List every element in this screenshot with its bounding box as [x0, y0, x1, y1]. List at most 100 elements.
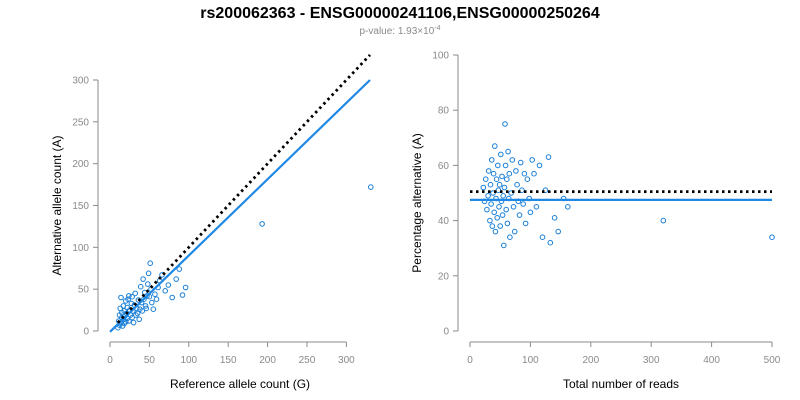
percentage-x-tick-label: 100: [522, 355, 539, 366]
percentage-data-point: [485, 193, 491, 199]
percentage-data-point: [769, 234, 775, 240]
percentage-data-point: [480, 184, 487, 191]
percentage-data-point: [521, 170, 528, 177]
p-value-text: p-value: 1.93×10: [359, 26, 434, 37]
allele-count-panel: Reference allele count (G) Alternative a…: [50, 53, 374, 391]
percentage-data-point: [497, 223, 504, 229]
percentage-x-tick-label: 300: [643, 355, 660, 366]
allele-count-data-point: [118, 294, 124, 301]
percentage-data-point: [511, 228, 518, 235]
percentage-data-point: [542, 187, 549, 193]
allele-count-ylabel: Alternative allele count (A): [50, 135, 64, 275]
percentage-data-point: [494, 215, 501, 221]
percentage-data-point: [492, 228, 499, 235]
percentage-data-point: [496, 181, 503, 188]
percentage-data-point: [545, 154, 552, 160]
percentage-data-point: [547, 239, 554, 246]
percentage-data-point: [527, 209, 534, 216]
percentage-data-point: [504, 220, 511, 227]
allele-count-xlabel: Reference allele count (G): [170, 377, 310, 391]
percentage-panel: Total number of reads Percentage alterna…: [410, 51, 781, 392]
percentage-data-point: [551, 215, 558, 221]
chart-title: rs200062363 - ENSG00000241106,ENSG000002…: [200, 5, 600, 22]
allele-count-data-point: [165, 282, 172, 288]
allele-count-x-tick-label: 150: [220, 355, 237, 366]
percentage-data-point: [533, 204, 540, 210]
percentage-data-point: [565, 204, 571, 210]
allele-count-data-point: [169, 294, 175, 301]
allele-count-x-tick-label: 0: [107, 355, 113, 366]
percentage-data-point: [498, 151, 504, 158]
percentage-data-point: [531, 170, 537, 177]
percentage-data-point: [513, 168, 519, 174]
percentage-data-point: [495, 187, 502, 193]
percentage-x-tick-label: 400: [703, 355, 720, 366]
allele-count-data-point: [132, 290, 138, 297]
percentage-x-tick-label: 500: [764, 355, 781, 366]
allele-count-data-point: [142, 303, 149, 309]
percentage-data-point: [539, 234, 546, 240]
allele-count-data-point: [134, 310, 141, 317]
allele-count-reference-line: [116, 53, 372, 324]
allele-count-data-point: [133, 312, 139, 318]
allele-count-y-tick-label: 150: [72, 201, 89, 212]
percentage-data-point: [514, 181, 520, 188]
allele-count-data-point: [140, 276, 146, 282]
percentage-data-point: [499, 173, 505, 180]
percentage-y-tick-label: 100: [432, 51, 449, 62]
percentage-y-tick-label: 0: [443, 327, 449, 338]
allele-count-fit-line: [109, 79, 371, 333]
percentage-y-tick-label: 20: [438, 271, 450, 282]
percentage-data-point: [501, 184, 508, 191]
allele-count-data-point: [126, 293, 132, 299]
p-value-subtitle: p-value: 1.93×10-4: [359, 25, 440, 37]
allele-count-data-point: [259, 221, 265, 227]
percentage-data-point: [506, 170, 513, 177]
percentage-data-point: [495, 162, 501, 169]
allele-count-data-point: [149, 299, 155, 306]
percentage-data-point: [492, 143, 498, 149]
percentage-data-point: [505, 148, 511, 155]
percentage-data-point: [504, 176, 510, 182]
allele-count-data-point: [136, 316, 142, 323]
p-value-exponent: -4: [434, 25, 440, 32]
percentage-data-point: [493, 176, 500, 182]
percentage-data-point: [517, 159, 524, 166]
percentage-data-point: [485, 168, 492, 174]
allele-count-data-point: [125, 296, 131, 303]
allele-count-data-point: [162, 288, 168, 294]
percentage-data-point: [487, 181, 494, 188]
allele-count-data-point: [137, 283, 144, 290]
allele-count-x-tick-label: 100: [180, 355, 197, 366]
allele-count-data-point: [150, 306, 157, 313]
allele-count-data-point: [129, 314, 135, 321]
percentage-data-point: [496, 204, 502, 210]
percentage-x-tick-label: 0: [467, 355, 473, 366]
percentage-data-point: [660, 217, 667, 224]
percentage-y-tick-label: 40: [438, 216, 450, 227]
allele-count-data-point: [147, 260, 153, 267]
allele-count-y-tick-label: 0: [83, 327, 89, 338]
allele-count-data-point: [121, 320, 127, 327]
percentage-data-point: [536, 162, 543, 169]
percentage-data-point: [510, 204, 517, 210]
percentage-data-point: [520, 201, 527, 207]
allele-count-data-point: [129, 293, 135, 300]
allele-count-y-tick-label: 100: [72, 243, 89, 254]
percentage-data-point: [488, 201, 494, 207]
allele-count-y-tick-label: 200: [72, 159, 89, 170]
percentage-x-tick-label: 200: [582, 355, 599, 366]
allele-count-data-point: [152, 291, 158, 298]
allele-count-data-point: [176, 266, 183, 272]
allele-count-data-point: [130, 319, 137, 326]
percentage-data-point: [522, 220, 529, 227]
allele-count-y-tick-label: 50: [78, 285, 90, 296]
percentage-data-point: [484, 206, 490, 213]
allele-count-data-point: [126, 318, 132, 324]
percentage-data-point: [502, 162, 509, 169]
allele-count-x-tick-label: 250: [299, 355, 316, 366]
percentage-data-point: [487, 217, 493, 224]
allele-count-data-point: [145, 270, 152, 277]
percentage-xlabel: Total number of reads: [563, 377, 679, 391]
percentage-data-point: [482, 176, 489, 182]
